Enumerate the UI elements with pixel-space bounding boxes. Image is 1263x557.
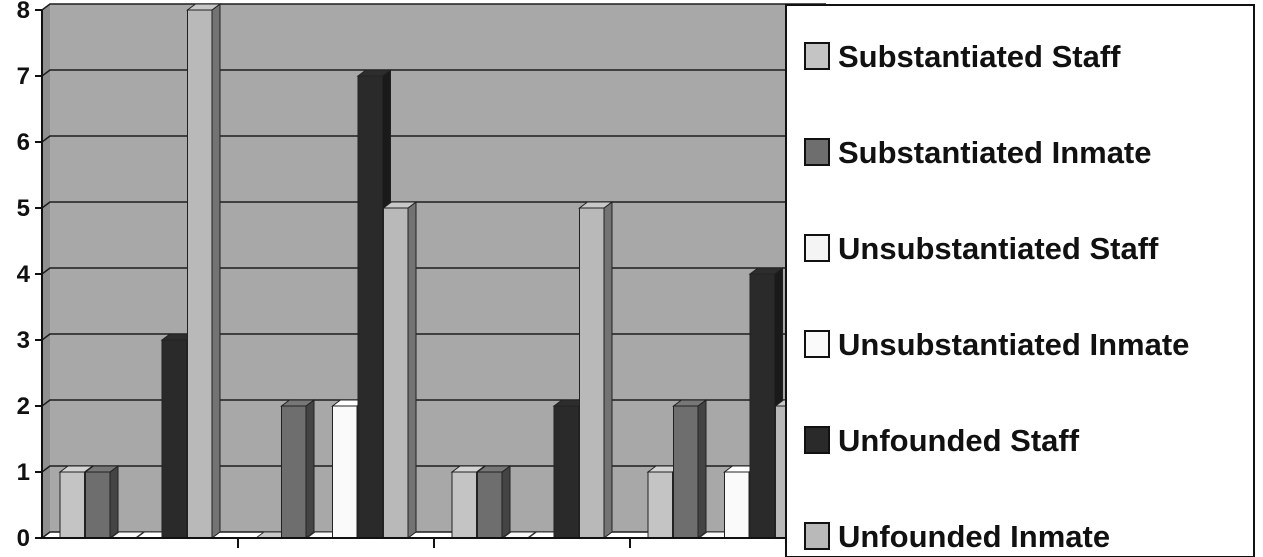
bar-top [382, 201, 418, 209]
bar [281, 405, 307, 539]
y-tick-label: 8 [17, 0, 30, 24]
y-axis: 0 1 2 3 4 5 6 7 8 [17, 0, 43, 552]
gridline [41, 267, 826, 275]
y-tick-label: 3 [17, 327, 30, 354]
bar-side [305, 399, 315, 539]
bar [749, 273, 775, 539]
bar-top [186, 3, 222, 11]
legend-label: Unsubstantiated Inmate [838, 327, 1189, 362]
bar-top [672, 399, 708, 407]
bar [451, 471, 477, 539]
gridline [41, 201, 826, 209]
gridline [41, 333, 826, 341]
legend-label: Unfounded Inmate [838, 519, 1110, 554]
legend: Substantiated Staff Substantiated Inmate U… [785, 4, 1255, 557]
y-tick-label: 1 [17, 459, 30, 486]
bar-top [476, 465, 512, 473]
legend-swatch [804, 426, 830, 454]
gridline [41, 135, 826, 143]
bar-side [407, 201, 417, 539]
bar [553, 405, 579, 539]
legend-swatch [804, 138, 830, 166]
bar [477, 471, 503, 539]
bar-side [109, 465, 119, 539]
bar-top [84, 465, 120, 473]
bar-side [603, 201, 613, 539]
bar [383, 207, 409, 539]
legend-swatch [804, 522, 830, 550]
bar [59, 471, 85, 539]
legend-label: Substantiated Inmate [838, 135, 1152, 170]
bars [58, 3, 810, 539]
bar [332, 405, 358, 539]
bar-top [578, 201, 614, 209]
y-tick-label: 0 [17, 525, 30, 552]
bar [579, 207, 605, 539]
y-tick-label: 4 [17, 261, 31, 288]
bar [673, 405, 699, 539]
legend-box [785, 4, 1255, 557]
bar [161, 339, 187, 539]
legend-swatch [804, 42, 830, 70]
bar-top [450, 465, 486, 473]
y-tick-label: 2 [17, 393, 30, 420]
bar-top [748, 267, 784, 275]
legend-swatch [804, 330, 830, 358]
bar [85, 471, 111, 539]
legend-label: Unfounded Staff [838, 423, 1080, 458]
bar-side [211, 3, 221, 539]
y-tick-label: 7 [17, 63, 30, 90]
bar-top [58, 465, 94, 473]
plot-area [42, 4, 826, 538]
bar-side [697, 399, 707, 539]
legend-label: Substantiated Staff [838, 39, 1121, 74]
bar [187, 9, 213, 539]
bar-top [356, 69, 392, 77]
gridline [41, 69, 826, 77]
y-tick-label: 5 [17, 195, 30, 222]
y-tick-label: 6 [17, 129, 30, 156]
bar [647, 471, 673, 539]
bar-top [280, 399, 316, 407]
bar-side [501, 465, 511, 539]
gridline [41, 3, 826, 11]
legend-label: Unsubstantiated Staff [838, 231, 1159, 266]
x-axis [42, 537, 826, 548]
bar [357, 75, 383, 539]
legend-swatch [804, 234, 830, 262]
bar [724, 471, 750, 539]
